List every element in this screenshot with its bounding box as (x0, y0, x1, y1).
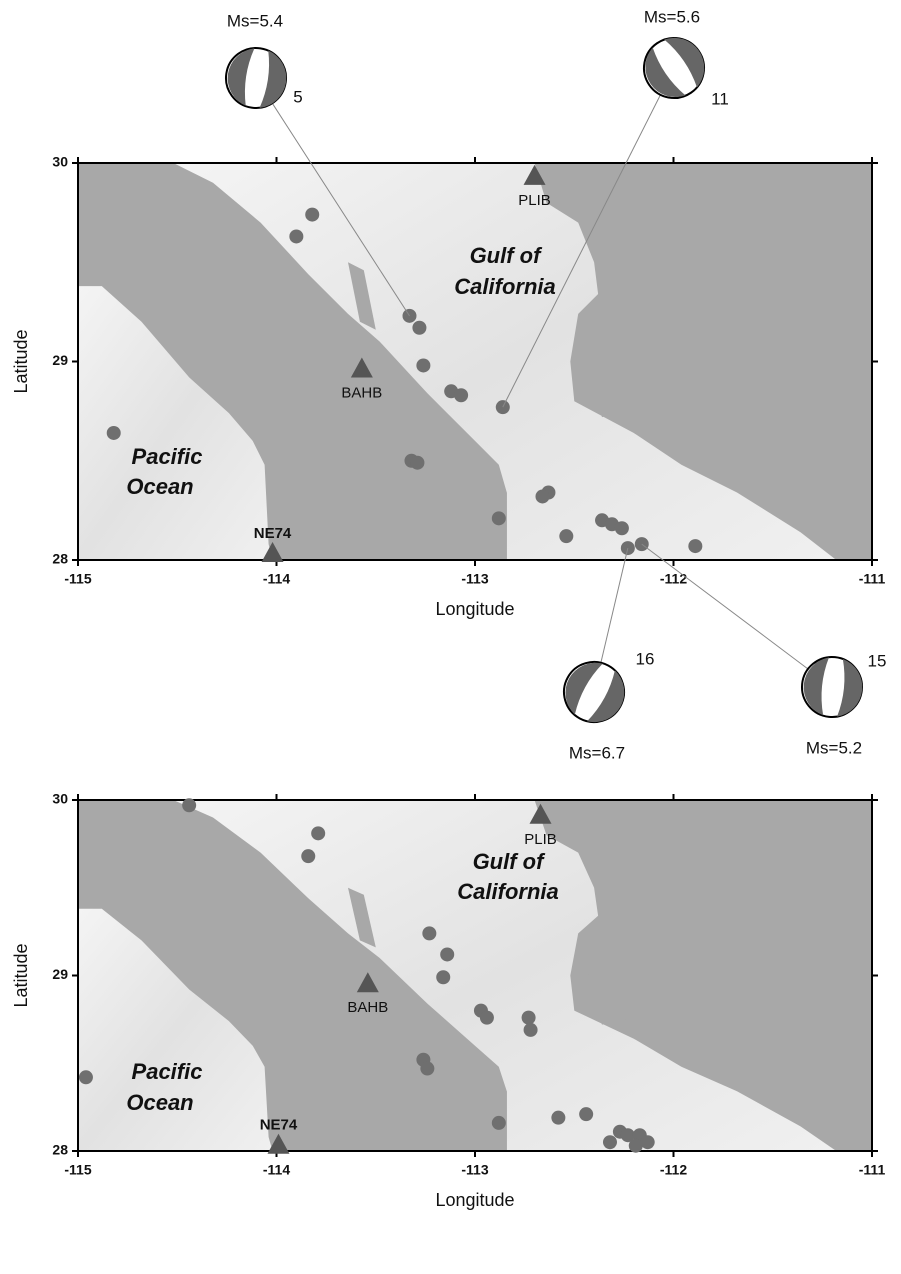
y-tick-label: 28 (52, 551, 68, 567)
x-tick-label: -115 (64, 1162, 91, 1178)
epicenter (79, 1070, 93, 1084)
epicenter (559, 529, 573, 543)
y-tick-label: 30 (52, 154, 68, 170)
x-tick-label: -112 (660, 571, 687, 587)
y-tick-label: 29 (52, 966, 68, 982)
event-number: 5 (293, 87, 302, 106)
epicenter (641, 1135, 655, 1149)
epicenter (416, 358, 430, 372)
epicenter (410, 456, 424, 470)
station-label: NE74 (254, 525, 292, 542)
region-label: California (454, 274, 555, 299)
magnitude-label: Ms=5.2 (806, 738, 862, 757)
beachball (222, 44, 291, 112)
event-number: 15 (868, 651, 887, 670)
epicenter (182, 798, 196, 812)
epicenter (603, 1135, 617, 1149)
leader-line (601, 548, 628, 663)
magnitude-label: Ms=5.6 (644, 7, 700, 26)
figure: -115 -114 -113 -112 -111 28 29 30 Longitude Latit… (0, 0, 901, 1274)
event-number: 16 (636, 649, 655, 668)
x-tick-label: -113 (461, 1162, 488, 1178)
y-axis-label: Latitude (11, 329, 31, 393)
epicenter (688, 539, 702, 553)
epicenter (522, 1011, 536, 1025)
x-axis-label: Longitude (435, 1190, 514, 1210)
station-label: BAHB (341, 384, 382, 401)
epicenter (301, 849, 315, 863)
epicenter (412, 321, 426, 335)
x-tick-label: -113 (461, 571, 488, 587)
x-axis-label: Longitude (435, 599, 514, 619)
region-label: Ocean (126, 474, 193, 499)
event-number: 11 (711, 89, 729, 108)
epicenter (492, 1116, 506, 1130)
epicenter (551, 1111, 565, 1125)
epicenter (492, 511, 506, 525)
beachball (799, 654, 865, 720)
epicenter (422, 926, 436, 940)
station-label: PLIB (524, 831, 557, 848)
region-label: Pacific (132, 444, 203, 469)
station-label: BAHB (347, 999, 388, 1016)
station-label: NE74 (260, 1117, 298, 1134)
x-tick-label: -114 (263, 571, 290, 587)
y-tick-label: 28 (52, 1142, 68, 1158)
x-tick-label: -112 (660, 1162, 687, 1178)
station-label: PLIB (518, 192, 551, 209)
region-label: Ocean (126, 1090, 193, 1115)
magnitude-label: Ms=6.7 (569, 743, 625, 762)
epicenter (311, 826, 325, 840)
magnitude-label: Ms=5.4 (227, 11, 283, 30)
epicenter (289, 229, 303, 243)
epicenter (524, 1023, 538, 1037)
region-label: Gulf of (473, 849, 547, 874)
epicenter (615, 521, 629, 535)
epicenter (579, 1107, 593, 1121)
x-tick-label: -115 (64, 571, 91, 587)
beachball (553, 651, 635, 733)
region-label: California (457, 879, 558, 904)
x-tick-label: -111 (859, 571, 886, 587)
leader-line (642, 544, 808, 669)
x-tick-label: -114 (263, 1162, 290, 1178)
region-label: Pacific (132, 1059, 203, 1084)
y-axis-label: Latitude (11, 943, 31, 1007)
epicenter (420, 1062, 434, 1076)
y-tick-label: 30 (52, 791, 68, 807)
epicenter (107, 426, 121, 440)
epicenter (436, 970, 450, 984)
y-tick-label: 29 (52, 352, 68, 368)
epicenter (535, 489, 549, 503)
x-tick-label: -111 (859, 1162, 886, 1178)
epicenter (440, 947, 454, 961)
beachball (632, 26, 716, 110)
epicenter (454, 388, 468, 402)
region-label: Gulf of (470, 243, 544, 268)
epicenter (305, 208, 319, 222)
epicenter (629, 1139, 643, 1153)
epicenter (480, 1011, 494, 1025)
